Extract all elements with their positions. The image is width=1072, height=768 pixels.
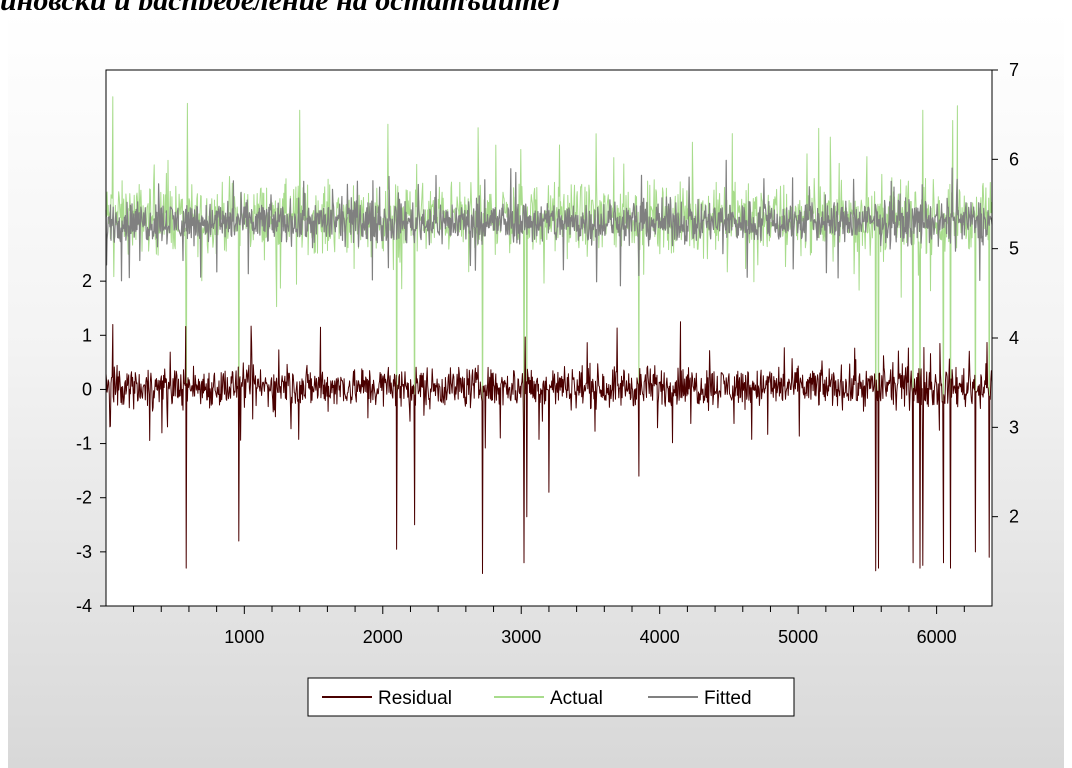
left-y-tick-label: -4 xyxy=(76,596,92,616)
series-line-fitted xyxy=(105,159,993,287)
left-y-tick-label: 0 xyxy=(82,379,92,399)
right-y-tick-label: 4 xyxy=(1009,328,1019,348)
left-y-tick-label: -3 xyxy=(76,542,92,562)
right-y-tick-label: 5 xyxy=(1009,239,1019,259)
x-tick-label: 3000 xyxy=(501,627,541,647)
right-y-tick-label: 6 xyxy=(1009,149,1019,169)
right-y-tick-label: 3 xyxy=(1009,417,1019,437)
plot-border xyxy=(105,69,993,607)
left-y-tick-label: -1 xyxy=(76,434,92,454)
left-y-tick-label: -2 xyxy=(76,488,92,508)
left-y-tick-label: 1 xyxy=(82,325,92,345)
left-y-tick-label: 2 xyxy=(82,271,92,291)
x-tick-label: 2000 xyxy=(363,627,403,647)
series-layer xyxy=(105,96,993,574)
x-tick-label: 6000 xyxy=(917,627,957,647)
legend: Residual Actual Fitted xyxy=(307,677,795,717)
legend-box xyxy=(307,677,795,717)
legend-label-residual: Residual xyxy=(378,688,452,709)
series-line-residual xyxy=(105,321,993,574)
legend-label-actual: Actual xyxy=(550,688,603,709)
x-tick-label: 1000 xyxy=(224,627,264,647)
x-tick-label: 4000 xyxy=(640,627,680,647)
right-y-tick-label: 2 xyxy=(1009,507,1019,527)
legend-label-fitted: Fitted xyxy=(704,688,752,709)
axes-layer: 1000 2000 3000 4000 5000 6000 2 3 4 5 6 7 -4 -3 -2 -1 0 1… xyxy=(76,60,1019,647)
plot-area xyxy=(105,69,993,607)
right-y-tick-label: 7 xyxy=(1009,60,1019,80)
x-tick-label: 5000 xyxy=(778,627,818,647)
